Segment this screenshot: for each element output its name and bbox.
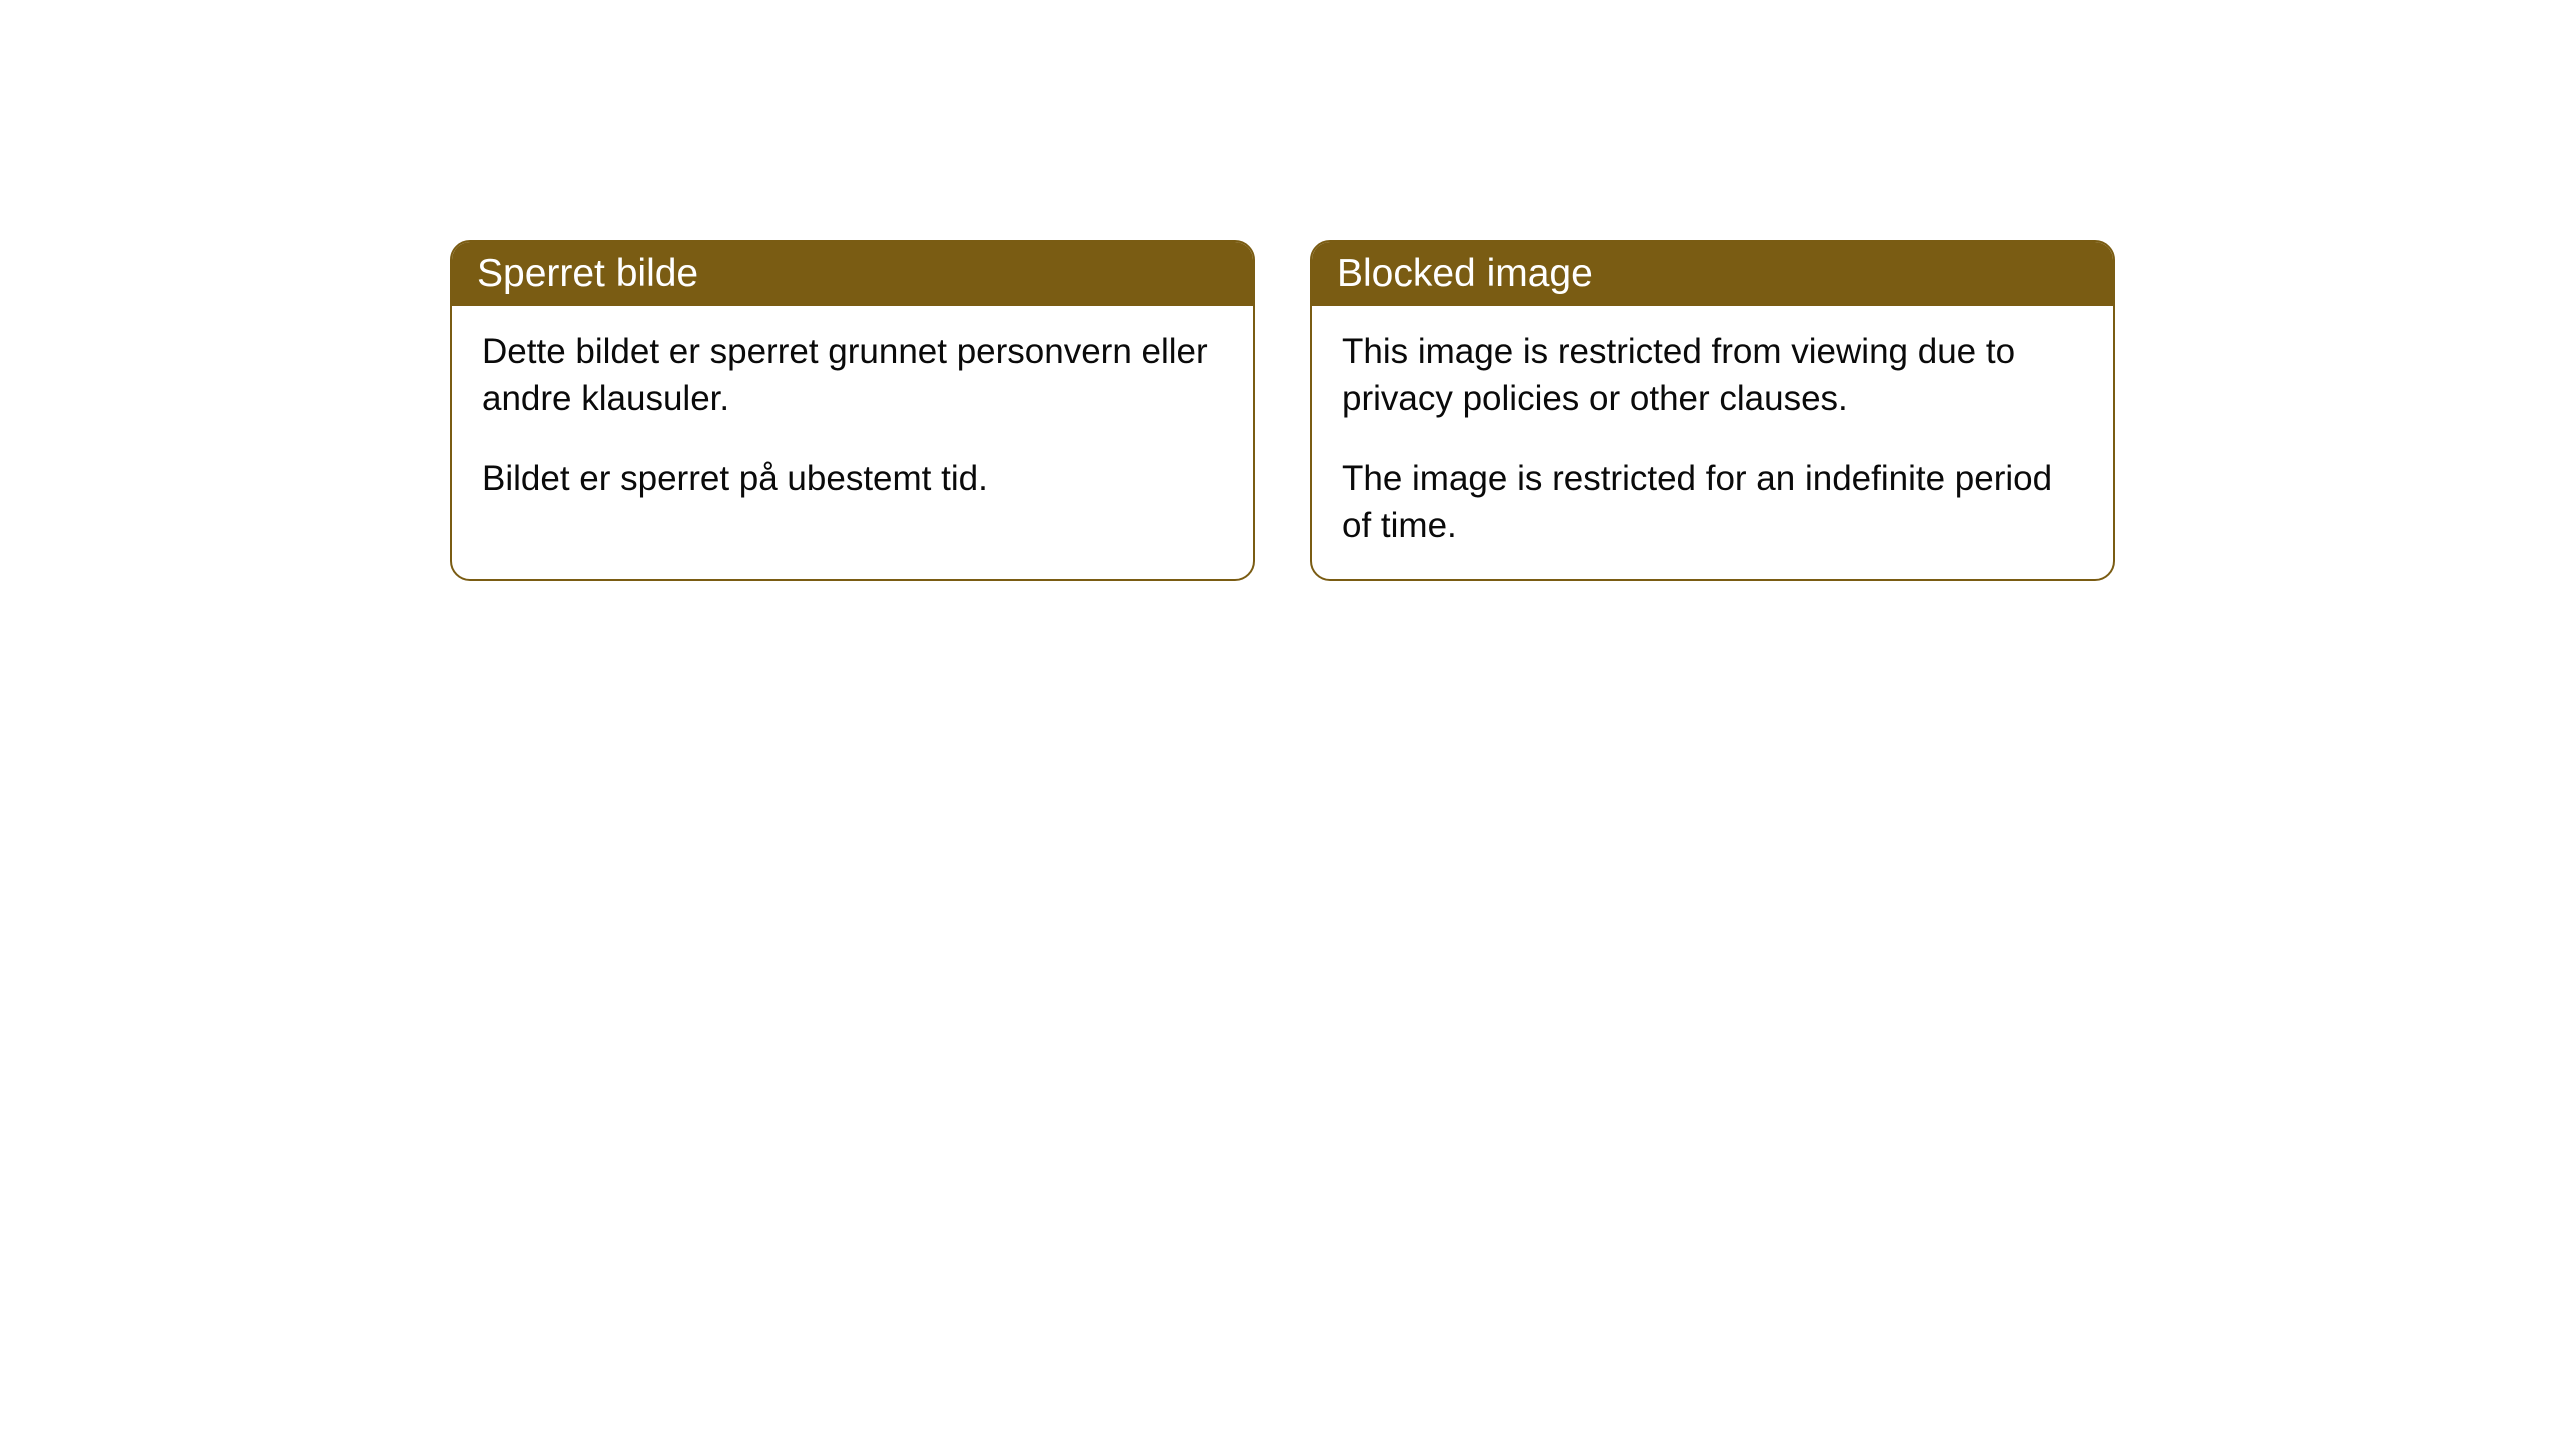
callout-paragraph-2-english: The image is restricted for an indefinit…	[1342, 455, 2083, 550]
callout-header-norwegian: Sperret bilde	[452, 242, 1253, 306]
callout-card-norwegian: Sperret bilde Dette bildet er sperret gr…	[450, 240, 1255, 581]
callout-card-container: Sperret bilde Dette bildet er sperret gr…	[450, 240, 2560, 581]
callout-header-english: Blocked image	[1312, 242, 2113, 306]
callout-paragraph-2-norwegian: Bildet er sperret på ubestemt tid.	[482, 455, 1223, 502]
callout-paragraph-1-english: This image is restricted from viewing du…	[1342, 328, 2083, 423]
callout-body-english: This image is restricted from viewing du…	[1312, 306, 2113, 579]
callout-card-english: Blocked image This image is restricted f…	[1310, 240, 2115, 581]
callout-paragraph-1-norwegian: Dette bildet er sperret grunnet personve…	[482, 328, 1223, 423]
callout-body-norwegian: Dette bildet er sperret grunnet personve…	[452, 306, 1253, 547]
